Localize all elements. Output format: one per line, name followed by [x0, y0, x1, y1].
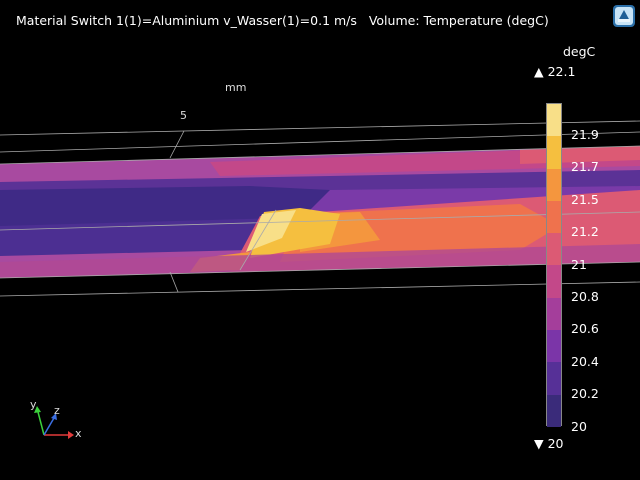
colorbar-segment — [547, 233, 561, 266]
colorbar-unit: degC — [563, 44, 596, 59]
colorbar-tick-label: 21.2 — [571, 224, 599, 240]
bounding-box-lines — [0, 120, 640, 297]
colorbar-tick-label: 21.9 — [571, 127, 599, 142]
colorbar — [546, 103, 562, 427]
plot-title: Material Switch 1(1)=Aluminium v_Wasser(… — [16, 13, 549, 28]
colorbar-segment — [547, 394, 561, 427]
triangle-up-icon: ▲ — [534, 64, 544, 79]
axis-tick-label: 5 — [180, 109, 187, 122]
triad-z-label: z — [54, 404, 60, 417]
app-logo-icon[interactable] — [612, 4, 636, 28]
colorbar-segment — [547, 168, 561, 201]
colorbar-max-value: 22.1 — [547, 64, 576, 79]
colorbar-tick-label: 21.5 — [571, 191, 599, 207]
colorbar-tick-label: 21.7 — [571, 159, 599, 175]
colorbar-segment — [547, 104, 561, 137]
colorbar-segment — [547, 136, 561, 169]
colorbar-tick-label: 20.6 — [571, 321, 599, 337]
triad-y-label: y — [30, 398, 37, 411]
axis-triad — [34, 406, 74, 439]
colorbar-tick-label: 20.2 — [571, 386, 599, 402]
triad-x-label: x — [75, 427, 82, 440]
colorbar-segment — [547, 362, 561, 395]
colorbar-tick-label: 20 — [571, 418, 587, 434]
axis-unit-label: mm — [225, 81, 247, 94]
triangle-down-icon: ▼ — [534, 436, 544, 451]
colorbar-tick-label: 20.8 — [571, 289, 599, 304]
colorbar-segment — [547, 265, 561, 298]
colorbar-tick-label: 20.4 — [571, 353, 599, 369]
colorbar-min: ▼ 20 — [534, 436, 564, 451]
colorbar-min-value: 20 — [547, 436, 564, 451]
colorbar-segment — [547, 297, 561, 331]
colorbar-segment — [547, 330, 561, 363]
colorbar-max: ▲ 22.1 — [534, 64, 575, 79]
temperature-slab — [0, 146, 640, 278]
colorbar-tick-label: 21 — [571, 256, 587, 272]
colorbar-segment — [547, 200, 561, 234]
